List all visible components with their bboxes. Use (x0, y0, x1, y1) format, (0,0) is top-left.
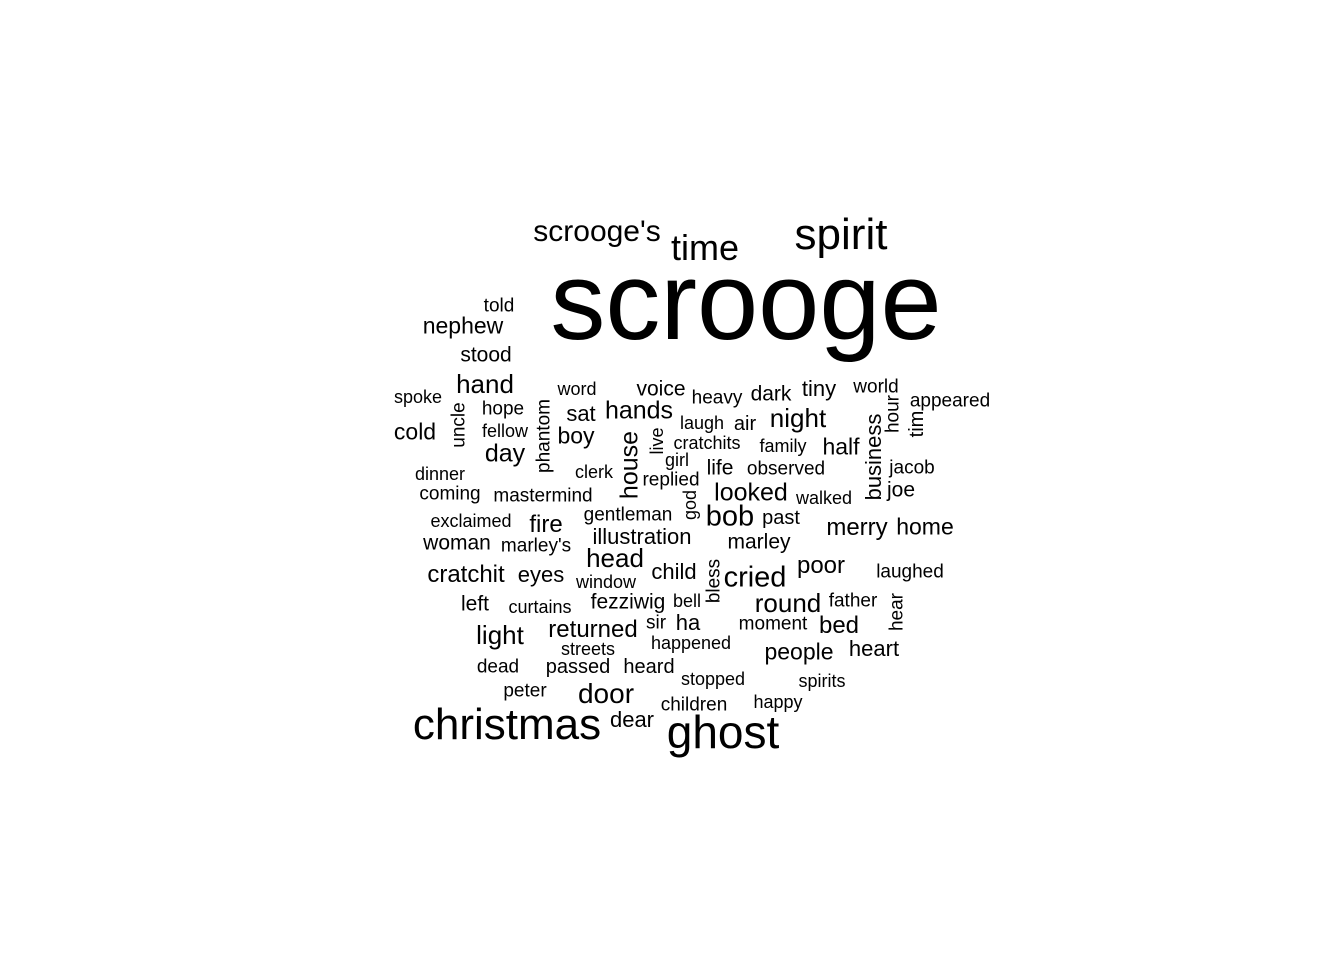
word-phantom: phantom (533, 399, 555, 473)
word-bell: bell (672, 591, 702, 611)
word-door: door (577, 678, 635, 709)
word-gentleman: gentleman (583, 504, 673, 526)
word-time: time (670, 227, 740, 268)
word-father: father (828, 590, 878, 612)
word-replied: replied (642, 469, 700, 491)
word-window: window (575, 572, 637, 592)
word-ghost: ghost (666, 706, 780, 758)
word-spirits: spirits (798, 671, 846, 691)
word-happy: happy (753, 692, 803, 712)
word-head: head (586, 543, 644, 573)
word-walked: walked (795, 488, 853, 508)
word-streets: streets (560, 639, 616, 659)
word-child: child (651, 559, 697, 584)
word-fellow: fellow (481, 421, 529, 441)
word-cratchit: cratchit (427, 561, 505, 588)
word-light: light (476, 620, 524, 650)
word-passed: passed (545, 656, 611, 678)
word-joe: joe (886, 478, 916, 502)
word-exclaimed: exclaimed (430, 511, 512, 531)
word-peter: peter (503, 680, 547, 702)
word-home: home (896, 513, 954, 540)
word-bless: bless (703, 558, 725, 604)
word-live: live (647, 427, 667, 455)
word-poor: poor (796, 552, 846, 579)
word-cold: cold (393, 418, 437, 445)
word-christmas: christmas (412, 700, 602, 749)
word-moment: moment (738, 613, 808, 635)
word-nephew: nephew (422, 312, 504, 339)
word-dinner: dinner (414, 464, 466, 484)
word-fire: fire (529, 511, 563, 538)
word-told: told (483, 295, 515, 317)
word-hand: hand (456, 369, 514, 399)
word-business: business (861, 413, 886, 501)
word-heard: heard (623, 656, 675, 678)
word-word: word (557, 379, 597, 399)
word-appeared: appeared (909, 390, 991, 412)
word-hour: hour (882, 394, 904, 434)
word-marley: marley (727, 530, 791, 554)
word-people: people (764, 638, 834, 665)
word-world: world (853, 376, 899, 398)
word-sir: sir (645, 612, 667, 634)
word-family: family (759, 436, 807, 456)
word-stopped: stopped (680, 669, 746, 689)
word-ha: ha (675, 610, 701, 635)
word-returned: returned (548, 616, 638, 643)
word-curtains: curtains (508, 597, 572, 617)
word-tim: tim (906, 410, 928, 438)
word-stood: stood (460, 343, 512, 367)
word-round: round (754, 588, 822, 618)
word-coming: coming (419, 483, 481, 505)
word-heavy: heavy (691, 387, 743, 409)
word-spoke: spoke (393, 387, 443, 407)
word-scrooges: scrooge's (533, 215, 661, 248)
word-half: half (822, 433, 860, 460)
word-laughed: laughed (876, 561, 944, 583)
word-life: life (706, 456, 734, 480)
word-looked: looked (714, 478, 788, 507)
word-girl: girl (664, 450, 690, 470)
word-fezziwig: fezziwig (590, 590, 666, 614)
word-god: god (680, 489, 700, 521)
word-hands: hands (604, 396, 674, 425)
word-air: air (733, 413, 757, 435)
word-left: left (460, 592, 490, 616)
word-illustration: illustration (592, 524, 692, 549)
word-dead: dead (476, 656, 520, 678)
word-jacob: jacob (889, 457, 935, 479)
word-bob: bob (705, 500, 755, 533)
word-children: children (660, 694, 728, 716)
word-bed: bed (818, 612, 860, 639)
word-dark: dark (750, 382, 792, 406)
word-laugh: laugh (679, 413, 725, 433)
word-sat: sat (566, 401, 596, 426)
word-mastermind: mastermind (493, 485, 593, 507)
word-day: day (484, 439, 526, 468)
word-house: house (615, 430, 644, 500)
word-observed: observed (746, 458, 826, 480)
word-uncle: uncle (448, 402, 470, 448)
word-hope: hope (481, 398, 525, 420)
word-eyes: eyes (517, 562, 565, 587)
word-boy: boy (557, 422, 595, 449)
word-marleys: marley's (500, 535, 572, 557)
word-spirit: spirit (794, 210, 888, 259)
word-clerk: clerk (574, 462, 614, 482)
word-past: past (762, 507, 800, 529)
word-woman: woman (423, 531, 491, 555)
word-voice: voice (636, 377, 686, 401)
word-cratchits: cratchits (673, 433, 741, 453)
word-hear: hear (886, 592, 908, 632)
word-tiny: tiny (801, 376, 837, 401)
word-dear: dear (609, 707, 655, 732)
word-merry: merry (826, 514, 888, 541)
word-night: night (769, 403, 827, 433)
word-happened: happened (650, 633, 732, 653)
word-scrooge: scrooge (550, 240, 942, 363)
word-heart: heart (848, 636, 900, 661)
word-cried: cried (723, 561, 787, 594)
